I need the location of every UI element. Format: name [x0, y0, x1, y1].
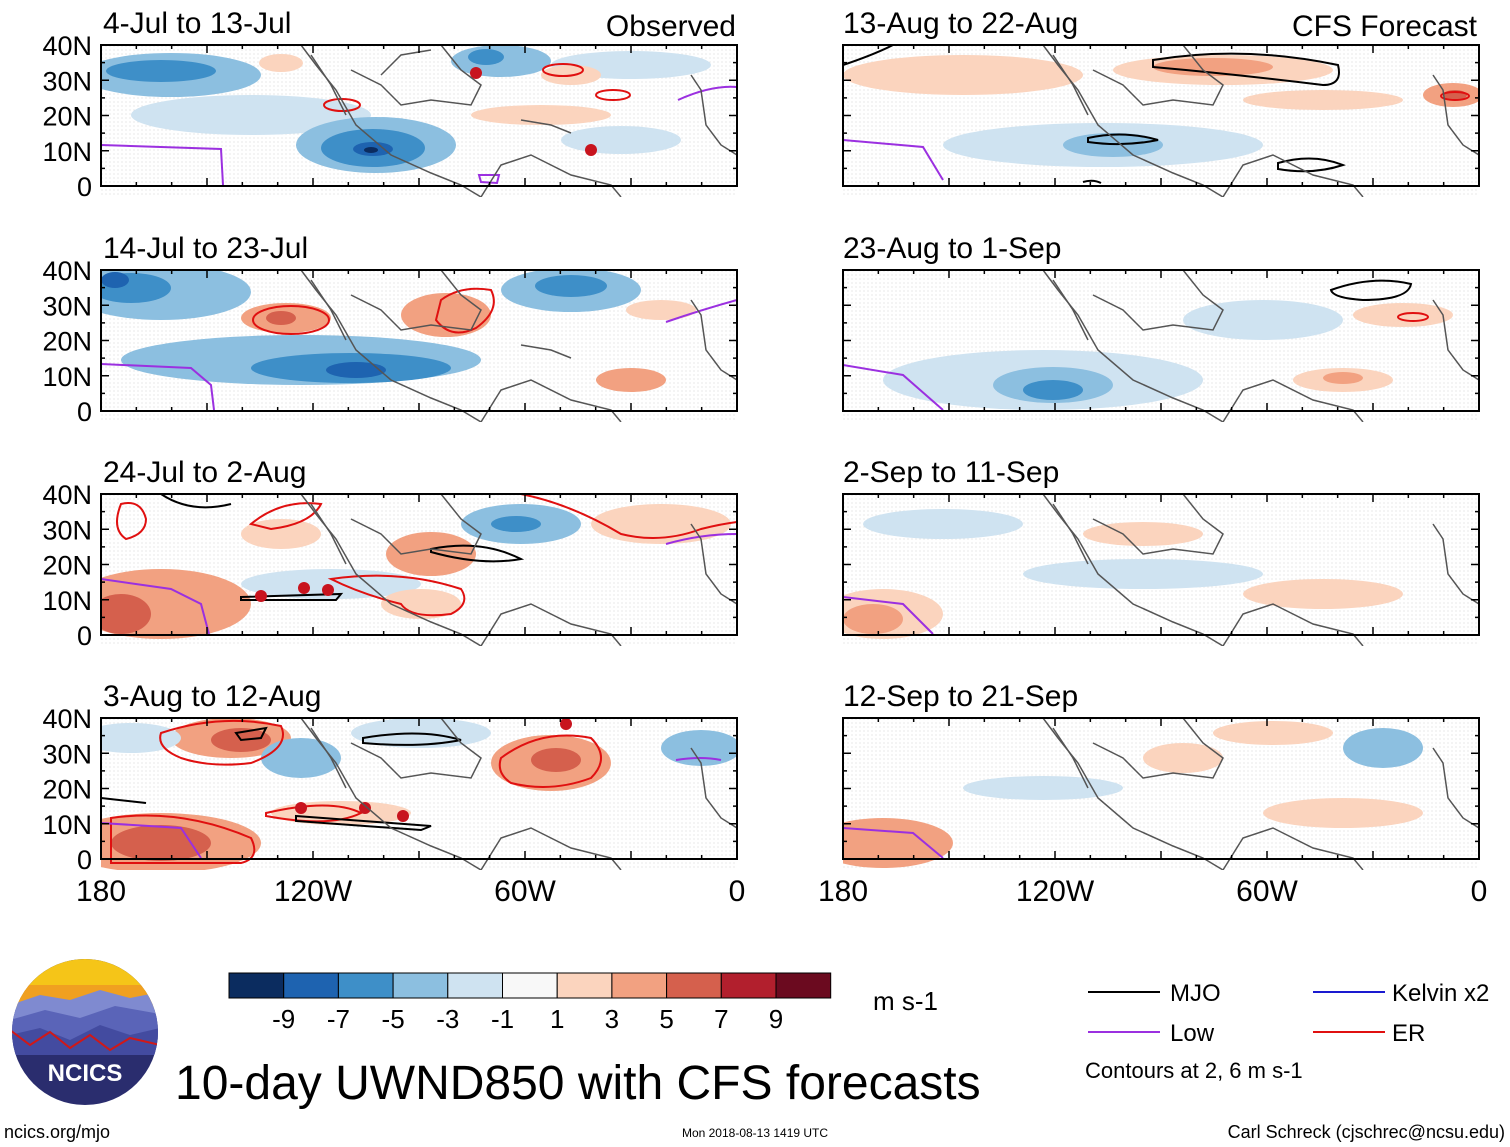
legend: MJO Kelvin x2 Low ER Contours at 2, 6 m …	[1085, 980, 1489, 1083]
panel-observed-2	[100, 269, 738, 422]
figure-title: 10-day UWND850 with CFS forecasts	[175, 1057, 981, 1110]
y-tick-label: 0	[77, 621, 92, 651]
colorbar-swatch	[556, 972, 613, 999]
contour-note: Contours at 2, 6 m s-1	[1085, 1058, 1303, 1083]
storm-symbol	[255, 590, 267, 602]
panel-observed-1	[100, 44, 738, 197]
storm-symbol	[470, 67, 482, 79]
panel-forecast-2	[842, 269, 1480, 422]
y-tick-label: 0	[77, 172, 92, 202]
colorbar-label: 9	[769, 1004, 783, 1034]
panel-observed-4	[100, 717, 738, 870]
panel-title-1: 4-Jul to 13-Jul	[103, 7, 291, 40]
colorbar: -9 -7 -5 -3 -1 1 3 5 7 9	[228, 972, 832, 1034]
forecast-header: CFS Forecast	[1292, 10, 1478, 43]
colorbar-swatch	[392, 972, 449, 999]
y-tick-label: 20N	[42, 327, 92, 357]
footer-url[interactable]: ncics.org/mjo	[4, 1122, 110, 1142]
panel-title-5: 13-Aug to 22-Aug	[843, 7, 1078, 40]
y-tick-label: 40N	[42, 704, 92, 734]
legend-mjo-label: MJO	[1170, 980, 1221, 1007]
colorbar-swatch	[228, 972, 285, 999]
y-tick-label: 10N	[42, 586, 92, 616]
colorbar-swatch	[775, 972, 832, 999]
storm-symbol	[560, 718, 572, 730]
legend-kelvin-label: Kelvin x2	[1392, 980, 1489, 1007]
panel-titles: 4-Jul to 13-Jul 14-Jul to 23-Jul 24-Jul …	[103, 7, 1478, 713]
colorbar-label: 1	[550, 1004, 564, 1034]
colorbar-swatch	[447, 972, 503, 999]
storm-symbol	[295, 802, 307, 814]
x-tick-label: 0	[1471, 875, 1488, 908]
colorbar-swatch	[720, 972, 777, 999]
colorbar-label: -9	[272, 1004, 295, 1034]
panel-forecast-1	[842, 44, 1480, 197]
x-tick-label: 60W	[494, 875, 556, 908]
y-tick-label: 10N	[42, 362, 92, 392]
y-tick-label: 20N	[42, 775, 92, 805]
y-tick-label: 0	[77, 845, 92, 875]
colorbar-label: 3	[605, 1004, 619, 1034]
y-tick-label: 30N	[42, 739, 92, 769]
y-tick-label: 0	[77, 397, 92, 427]
panel-title-8: 12-Sep to 21-Sep	[843, 680, 1078, 713]
y-tick-label: 10N	[42, 810, 92, 840]
colorbar-label: -5	[382, 1004, 405, 1034]
colorbar-swatch	[337, 972, 394, 999]
panel-title-3: 24-Jul to 2-Aug	[103, 456, 306, 489]
storm-symbol	[298, 582, 310, 594]
observed-header: Observed	[606, 10, 736, 43]
y-tick-label: 40N	[42, 256, 92, 286]
panel-observed-3	[100, 493, 738, 646]
colorbar-swatch	[502, 972, 558, 999]
legend-low-label: Low	[1170, 1020, 1215, 1047]
panel-title-4: 3-Aug to 12-Aug	[103, 680, 321, 713]
y-tick-label: 10N	[42, 137, 92, 167]
panel-forecast-3	[842, 493, 1480, 646]
storm-symbol	[585, 144, 597, 156]
colorbar-label: -1	[491, 1004, 514, 1034]
colorbar-swatch	[611, 972, 668, 999]
y-tick-label: 30N	[42, 515, 92, 545]
y-tick-label: 20N	[42, 102, 92, 132]
panel-title-7: 2-Sep to 11-Sep	[843, 456, 1059, 489]
panel-forecast-4	[842, 717, 1480, 870]
x-tick-label: 0	[729, 875, 746, 908]
storm-symbol	[359, 802, 371, 814]
x-tick-label: 60W	[1236, 875, 1298, 908]
legend-er-label: ER	[1392, 1020, 1425, 1047]
x-tick-label: 180	[76, 875, 126, 908]
colorbar-label: -3	[436, 1004, 459, 1034]
x-tick-label: 180	[818, 875, 868, 908]
colorbar-swatch	[666, 972, 722, 999]
colorbar-units: m s-1	[873, 986, 938, 1016]
y-tick-label: 40N	[42, 480, 92, 510]
storm-symbol	[397, 810, 409, 822]
y-tick-label: 30N	[42, 66, 92, 96]
footer-timestamp: Mon 2018-08-13 1419 UTC	[682, 1126, 828, 1140]
x-tick-label: 120W	[274, 875, 353, 908]
y-tick-label: 20N	[42, 551, 92, 581]
panel-title-6: 23-Aug to 1-Sep	[843, 232, 1061, 265]
panel-title-2: 14-Jul to 23-Jul	[103, 232, 308, 265]
colorbar-label: 7	[714, 1004, 728, 1034]
axes: 40N 30N 20N 10N 0 40N 30N 20N 10N 0 40N 30N 20N 10N 0 4…	[42, 31, 1487, 908]
x-tick-label: 120W	[1016, 875, 1095, 908]
logo-text: NCICS	[48, 1060, 123, 1087]
ncics-logo: NCICS	[12, 959, 158, 1105]
colorbar-label: 5	[659, 1004, 673, 1034]
y-tick-label: 40N	[42, 31, 92, 61]
storm-symbol	[322, 584, 334, 596]
footer-credit: Carl Schreck (cjschrec@ncsu.edu)	[1228, 1122, 1505, 1142]
colorbar-label: -7	[327, 1004, 350, 1034]
colorbar-swatch	[283, 972, 339, 999]
y-tick-label: 30N	[42, 291, 92, 321]
